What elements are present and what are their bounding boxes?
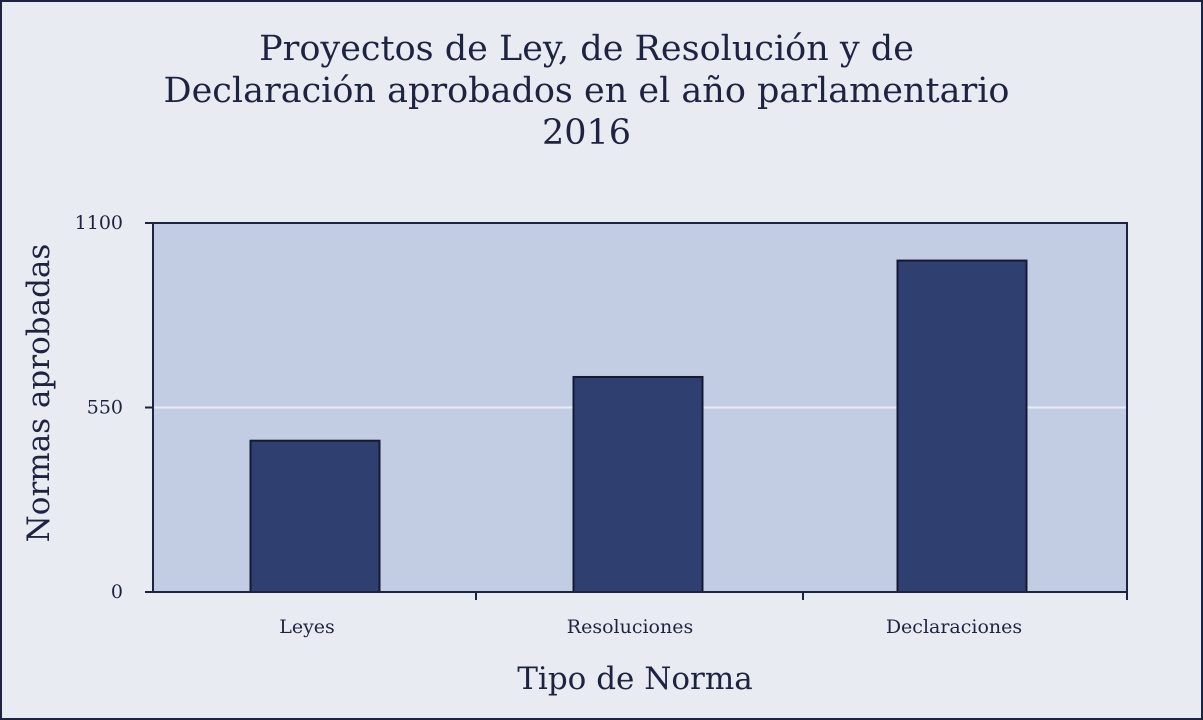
y-axis-title: Normas aprobadas bbox=[21, 244, 57, 543]
chart-title-line-1: Proyectos de Ley, de Resolución y de bbox=[259, 29, 914, 69]
y-tick-label: 550 bbox=[87, 397, 123, 419]
chart-title: Proyectos de Ley, de Resolución y de Dec… bbox=[0, 28, 1173, 154]
x-axis-title: Tipo de Norma bbox=[517, 661, 752, 697]
x-tick-label: Resoluciones bbox=[567, 616, 693, 638]
plot-area: 0 550 1100 Leyes Resoluciones Declaraciones bbox=[75, 212, 1128, 638]
x-tick-label: Declaraciones bbox=[886, 616, 1022, 638]
bar-declaraciones bbox=[896, 259, 1028, 593]
chart-title-line-2: Declaración aprobados en el año parlamen… bbox=[163, 71, 1010, 111]
y-tick-label: 0 bbox=[111, 581, 123, 603]
bar-resoluciones bbox=[572, 375, 704, 593]
x-tick-label: Leyes bbox=[279, 616, 335, 638]
y-tick-label: 1100 bbox=[75, 212, 123, 234]
chart-title-line-3: 2016 bbox=[541, 113, 632, 153]
bar-leyes bbox=[249, 439, 381, 593]
